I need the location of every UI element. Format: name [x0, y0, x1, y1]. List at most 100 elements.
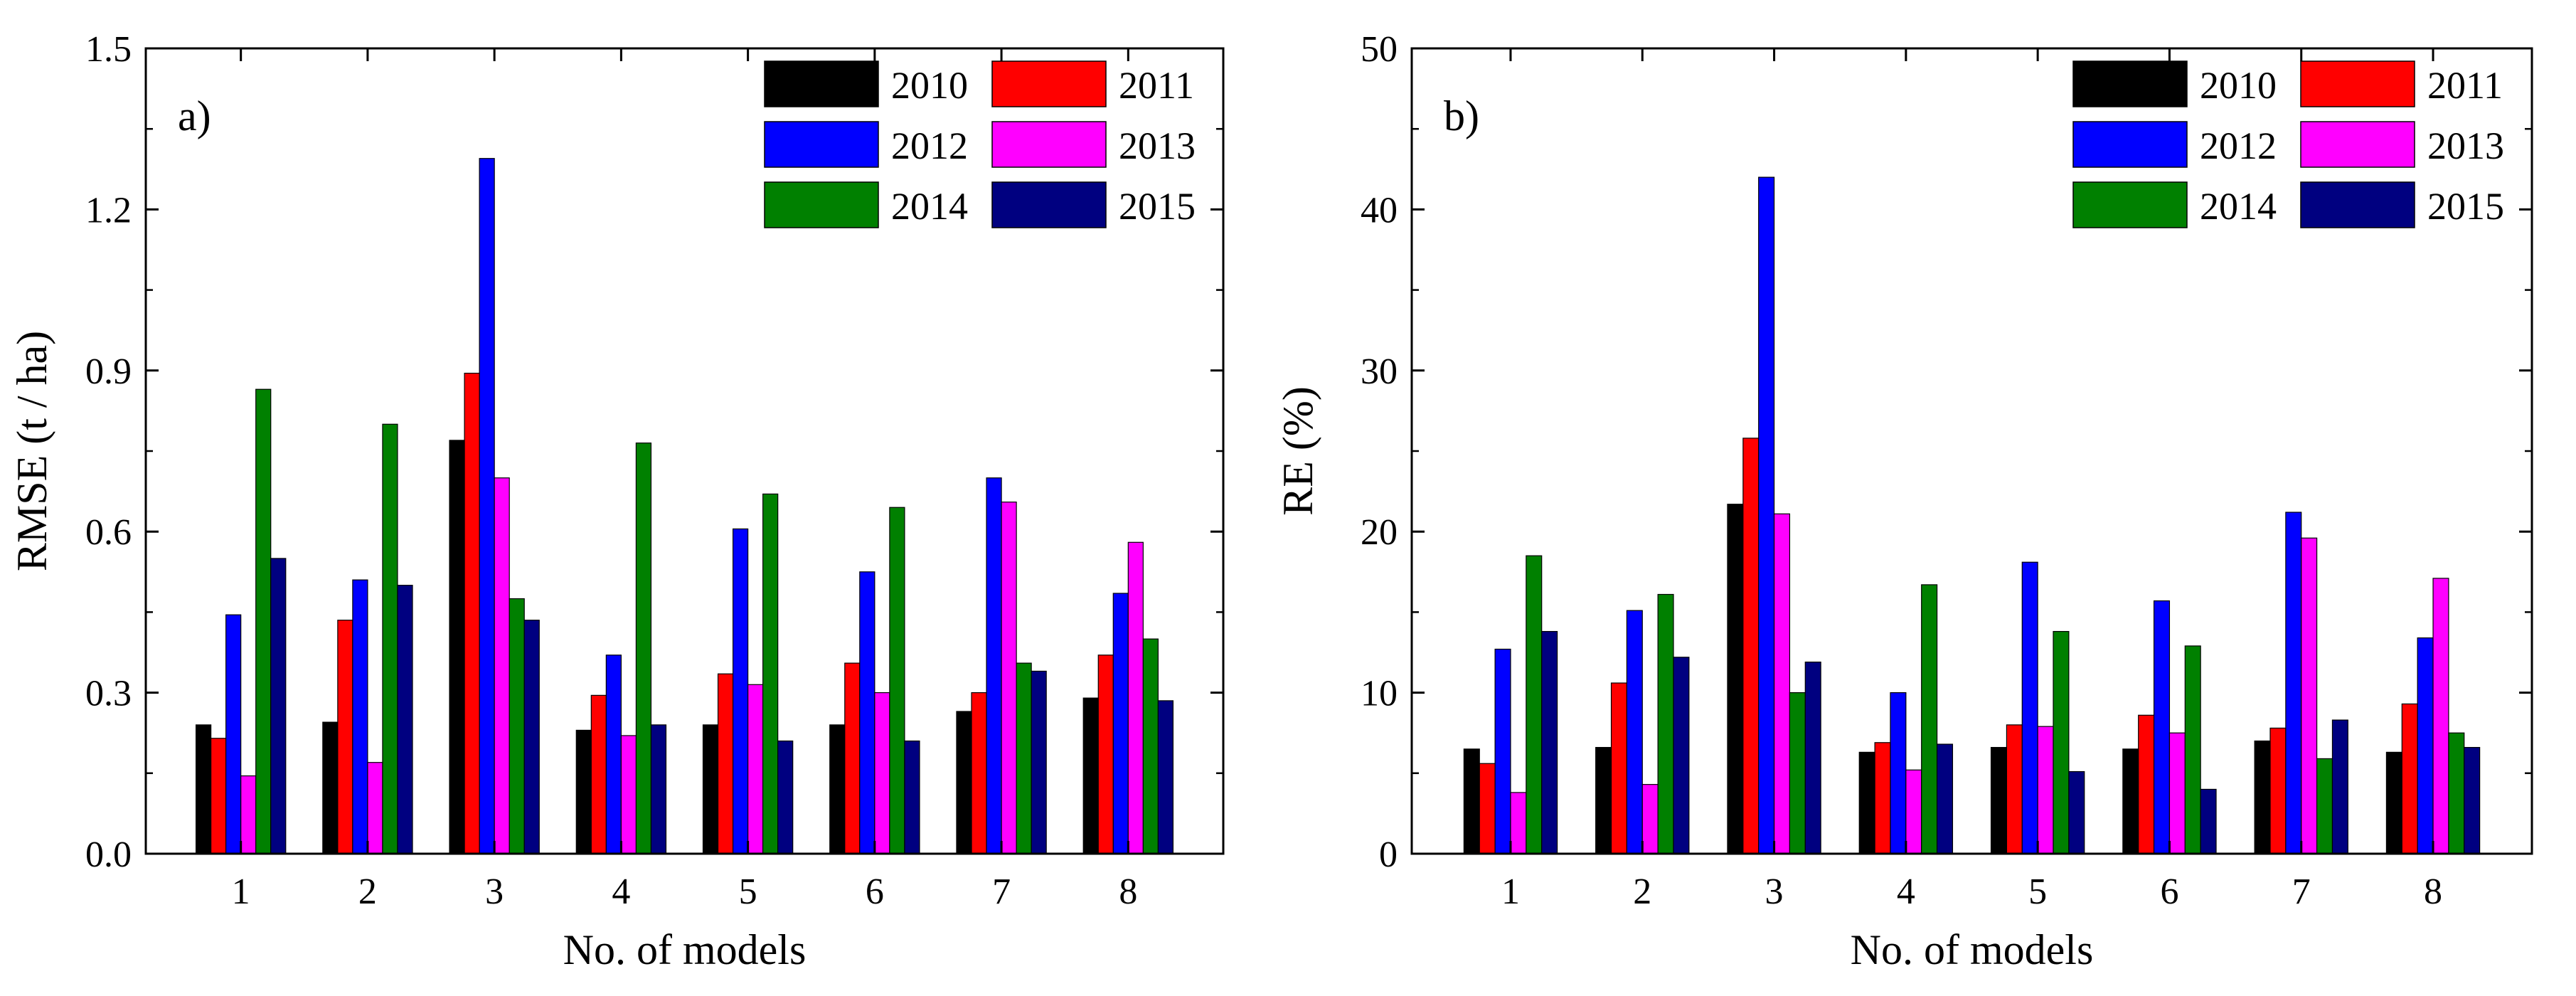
bar-2011-model-7: [2269, 727, 2287, 854]
x-tick-label: 7: [2292, 872, 2311, 912]
x-tick-label: 2: [1633, 872, 1651, 912]
legend-swatch-2010: [2072, 60, 2188, 107]
y-tick-label: 0.9: [85, 351, 132, 392]
bar-2014-model-6: [2184, 645, 2201, 854]
bar-2012-model-5: [732, 528, 749, 854]
bar-2011-model-2: [1610, 682, 1628, 854]
x-tick-label: 1: [1501, 872, 1520, 912]
bar-2014-model-7: [1016, 662, 1032, 854]
bar-2012-model-4: [605, 655, 622, 854]
panel-label: a): [178, 92, 211, 139]
x-tick-label: 7: [992, 872, 1011, 912]
bar-2012-model-4: [1890, 692, 1907, 854]
legend-label-2015: 2015: [1119, 185, 1196, 228]
legend-swatch-2015: [2300, 181, 2415, 228]
bar-2014-model-5: [762, 493, 779, 854]
panel-label: b): [1444, 92, 1479, 139]
bar-2010-model-1: [1463, 748, 1480, 854]
bar-2015-model-3: [523, 620, 540, 854]
bar-2015-model-7: [1031, 670, 1047, 854]
x-tick-label: 4: [1897, 872, 1915, 912]
x-tick-label: 6: [866, 872, 884, 912]
bar-2014-model-2: [382, 423, 398, 854]
x-tick-label: 5: [739, 872, 757, 912]
bar-2014-model-8: [2448, 732, 2465, 854]
bar-2012-model-5: [2021, 561, 2038, 854]
bar-2010-model-5: [1990, 746, 2008, 854]
y-tick-label: 0: [1379, 835, 1398, 875]
y-tick-label: 1.5: [85, 29, 132, 70]
bar-2013-model-1: [1510, 792, 1527, 854]
bar-2013-model-3: [494, 477, 510, 854]
x-tick-label: 1: [232, 872, 250, 912]
bar-2010-model-7: [956, 711, 972, 854]
bar-2010-model-6: [2122, 748, 2139, 854]
bar-2013-model-2: [367, 762, 383, 854]
bar-2015-model-6: [904, 740, 920, 854]
bar-2013-model-7: [1001, 502, 1017, 854]
y-tick-label: 20: [1361, 512, 1398, 553]
bar-2012-model-3: [479, 158, 495, 854]
bar-2013-model-1: [240, 775, 257, 854]
panel-re: 0 10 20 30 40 50 1 2 3 4 5 6 7 8 No. of models RE (%) b)…: [1274, 29, 2533, 973]
bar-2010-model-4: [575, 729, 592, 854]
bar-2012-model-3: [1758, 176, 1775, 854]
legend-label-2013: 2013: [1119, 124, 1196, 167]
x-tick-label: 3: [485, 872, 504, 912]
bar-2011-model-8: [2401, 703, 2418, 854]
bar-2010-model-2: [322, 721, 339, 854]
legend-label-2012: 2012: [2200, 124, 2277, 167]
bar-2012-model-6: [2153, 600, 2171, 854]
bar-2015-model-4: [1936, 743, 1954, 854]
legend-swatch-2015: [991, 181, 1107, 228]
bar-2014-model-1: [1526, 555, 1543, 854]
legend-swatch-2013: [2300, 121, 2415, 168]
bar-2010-model-3: [1727, 504, 1744, 854]
legend-label-2012: 2012: [891, 124, 968, 167]
bar-2015-model-8: [2464, 746, 2481, 854]
bar-2010-model-8: [2385, 751, 2402, 854]
x-tick-label: 2: [358, 872, 377, 912]
bar-2012-model-2: [1626, 610, 1643, 854]
y-tick-label: 0.0: [85, 835, 132, 875]
bar-2011-model-1: [211, 738, 227, 854]
bar-2015-model-1: [270, 558, 287, 854]
bar-2010-model-4: [1858, 751, 1875, 854]
x-tick-label: 4: [612, 872, 630, 912]
bar-2013-model-3: [1773, 513, 1791, 854]
bar-2011-model-6: [844, 662, 861, 854]
bar-2015-model-8: [1157, 700, 1174, 854]
bar-2012-model-1: [1494, 648, 1511, 854]
panel-rmse: 0.0 0.3 0.6 0.9 1.2 1.5 1 2 3 4 5 6 7 8 No. of models R…: [9, 29, 1225, 973]
legend-swatch-2012: [764, 121, 879, 168]
bar-2011-model-6: [2138, 714, 2155, 854]
bar-2010-model-1: [195, 724, 212, 854]
bar-2012-model-7: [986, 477, 1002, 854]
bar-2015-model-5: [2068, 770, 2085, 854]
legend-swatch-2010: [764, 60, 879, 107]
y-tick-label: 10: [1361, 674, 1398, 714]
bar-2012-model-2: [352, 579, 368, 854]
bar-2014-model-2: [1657, 593, 1674, 854]
y-tick-label: 0.3: [85, 674, 132, 714]
legend-label-2014: 2014: [2200, 185, 2277, 228]
legend-label-2011: 2011: [1119, 64, 1194, 107]
legend-swatch-2014: [764, 181, 879, 228]
bar-2015-model-5: [777, 740, 794, 854]
bar-2012-model-7: [2285, 512, 2302, 854]
bar-2013-model-2: [1641, 784, 1659, 854]
bar-2014-model-8: [1142, 638, 1159, 854]
bar-2011-model-4: [1874, 742, 1891, 854]
bar-2010-model-6: [829, 724, 846, 854]
legend-label-2015: 2015: [2427, 185, 2504, 228]
bar-2015-model-7: [2331, 719, 2348, 854]
x-tick-label: 6: [2160, 872, 2178, 912]
x-axis-title: No. of models: [1851, 926, 2094, 973]
legend-swatch-2013: [991, 121, 1107, 168]
legend-swatch-2011: [2300, 60, 2415, 107]
y-axis-title: RE (%): [1274, 386, 1321, 516]
bar-2013-model-6: [2168, 732, 2186, 854]
bar-2014-model-5: [2053, 630, 2070, 854]
bar-2013-model-6: [874, 692, 890, 854]
